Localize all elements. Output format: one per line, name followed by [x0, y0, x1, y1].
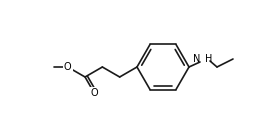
Text: H: H	[205, 54, 212, 64]
Text: O: O	[64, 62, 72, 72]
Text: N: N	[192, 54, 200, 64]
Text: O: O	[90, 88, 98, 98]
